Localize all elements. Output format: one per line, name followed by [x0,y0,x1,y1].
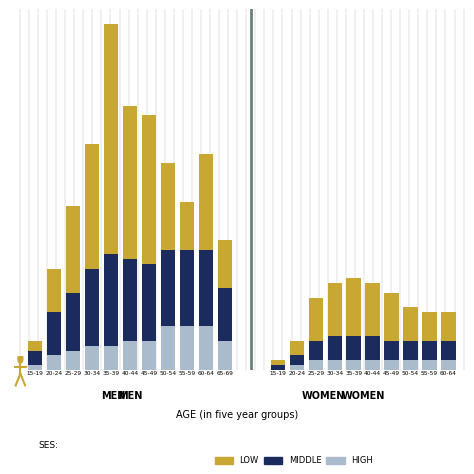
Bar [328,360,342,370]
Bar [441,312,456,341]
Bar [403,307,418,341]
Bar [384,360,399,370]
Bar [290,356,304,365]
Bar [346,278,361,336]
Text: WOMEN: WOMEN [301,391,345,401]
Bar [28,341,42,350]
Text: MEN: MEN [118,391,142,401]
Bar [66,206,80,293]
Bar [346,336,361,360]
Bar [290,341,304,356]
Bar [47,356,61,370]
Bar [441,341,456,360]
Bar [28,350,42,365]
Bar [180,250,194,327]
Bar [422,360,437,370]
Bar [365,360,380,370]
Bar [66,350,80,370]
Bar [142,341,156,370]
Bar [161,163,175,250]
Bar [199,154,213,250]
Bar [271,360,285,365]
Bar [142,264,156,341]
Bar [104,346,118,370]
Text: AGE (in five year groups): AGE (in five year groups) [176,410,298,420]
Bar [346,360,361,370]
Text: WOMEN: WOMEN [341,391,385,401]
Bar [180,327,194,370]
Bar [422,312,437,341]
Text: SES:: SES: [38,441,58,450]
Bar [180,201,194,250]
Bar [403,360,418,370]
Bar [85,144,99,269]
Text: MEN: MEN [101,391,126,401]
Bar [47,312,61,356]
Bar [384,293,399,341]
Bar [328,336,342,360]
Bar [365,336,380,360]
Bar [422,341,437,360]
Bar [403,341,418,360]
Bar [199,327,213,370]
Bar [271,365,285,370]
Bar [123,106,137,259]
Bar [66,293,80,350]
Bar [161,327,175,370]
Bar [218,288,232,341]
Bar [328,283,342,336]
Bar [123,259,137,341]
Bar [104,24,118,255]
Bar [199,250,213,327]
Bar [85,346,99,370]
Bar [218,341,232,370]
Bar [85,269,99,346]
Bar [142,115,156,264]
Bar [161,250,175,327]
Bar [290,365,304,370]
Bar [104,255,118,346]
Bar [28,365,42,370]
Bar [309,360,323,370]
Bar [365,283,380,336]
Bar [309,341,323,360]
Bar [218,240,232,288]
Bar [123,341,137,370]
Bar [309,298,323,341]
Bar [384,341,399,360]
Bar [47,269,61,312]
Legend: LOW, MIDDLE, HIGH: LOW, MIDDLE, HIGH [215,456,373,465]
Bar [441,360,456,370]
Circle shape [18,355,23,363]
